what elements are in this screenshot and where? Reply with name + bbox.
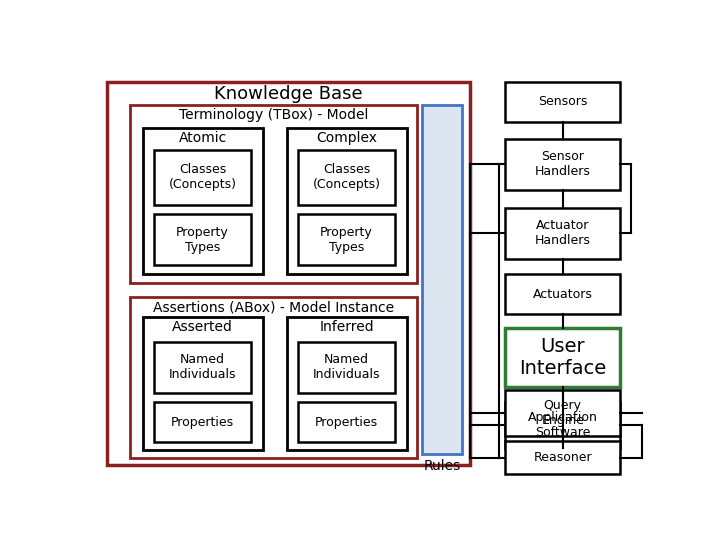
Text: Inferred: Inferred [320, 320, 374, 334]
Bar [287, 318, 407, 450]
Text: Rules: Rules [423, 459, 461, 473]
Bar [297, 150, 395, 205]
Bar [297, 342, 395, 393]
Text: Named
Individuals: Named Individuals [312, 353, 380, 381]
Bar [153, 342, 251, 393]
Bar [143, 128, 263, 274]
Text: Classes
(Concepts): Classes (Concepts) [312, 163, 381, 191]
Text: Knowledge Base: Knowledge Base [214, 85, 363, 103]
Text: Actuator
Handlers: Actuator Handlers [535, 219, 590, 247]
Bar [130, 298, 417, 457]
Text: Query
Engine: Query Engine [541, 399, 584, 427]
Text: Named
Individuals: Named Individuals [168, 353, 236, 381]
Text: Reasoner: Reasoner [534, 451, 592, 464]
Bar [297, 214, 395, 265]
Text: Assertions (ABox) - Model Instance: Assertions (ABox) - Model Instance [153, 300, 395, 314]
Text: Classes
(Concepts): Classes (Concepts) [168, 163, 236, 191]
Bar [505, 139, 620, 190]
Bar [153, 214, 251, 265]
Bar [505, 274, 620, 314]
Text: Actuators: Actuators [533, 288, 593, 301]
Text: Sensors: Sensors [538, 95, 588, 108]
Bar [153, 150, 251, 205]
Bar [422, 105, 462, 455]
Text: Atomic: Atomic [179, 131, 227, 145]
Bar [130, 105, 417, 284]
Text: Terminology (TBox) - Model: Terminology (TBox) - Model [179, 108, 369, 122]
Bar [505, 82, 620, 122]
Bar [505, 390, 620, 436]
Bar [153, 402, 251, 442]
Bar [107, 82, 469, 465]
Bar [505, 441, 620, 475]
Bar [287, 128, 407, 274]
Bar [297, 402, 395, 442]
Bar [505, 402, 620, 448]
Text: Asserted: Asserted [172, 320, 233, 334]
Text: Properties: Properties [171, 416, 234, 429]
Text: Sensor
Handlers: Sensor Handlers [535, 150, 590, 178]
Bar [505, 208, 620, 259]
Bar [143, 318, 263, 450]
Text: Property
Types: Property Types [176, 226, 229, 254]
Text: Complex: Complex [316, 131, 377, 145]
Text: Application
Software: Application Software [528, 411, 598, 439]
Text: Property
Types: Property Types [320, 226, 373, 254]
Bar [505, 328, 620, 387]
Text: Properties: Properties [315, 416, 378, 429]
Text: User
Interface: User Interface [519, 337, 606, 378]
